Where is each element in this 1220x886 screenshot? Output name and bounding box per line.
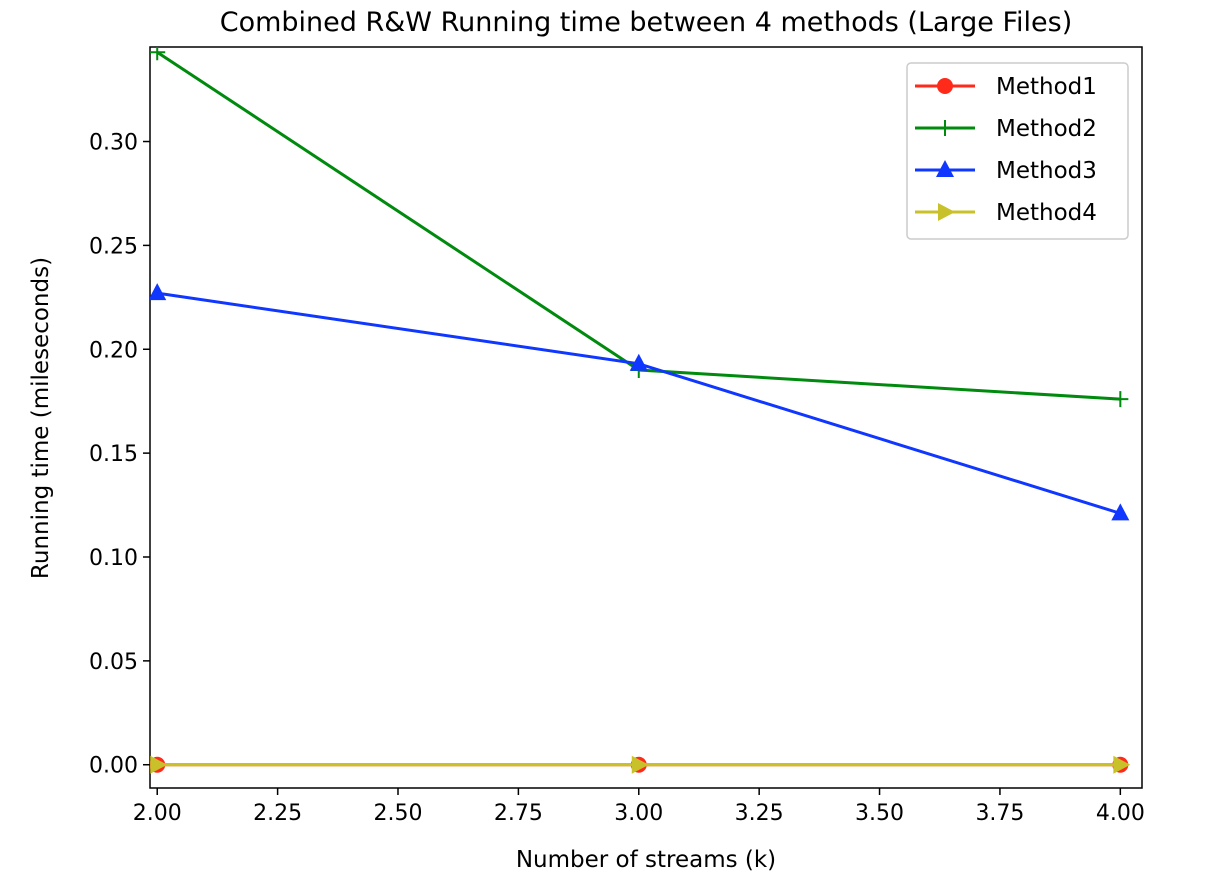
data-point — [150, 47, 166, 61]
x-tick-label: 2.00 — [133, 801, 182, 826]
legend: Method1 Method2 Method3 Method4 — [906, 62, 1129, 240]
legend-entry: Method2 — [915, 116, 1097, 142]
x-tick-label: 2.50 — [374, 801, 423, 826]
y-tick-label: 0.30 — [89, 131, 138, 156]
y-tick-label: 0.20 — [89, 338, 138, 363]
data-point — [1113, 755, 1131, 774]
chart-title: Combined R&W Running time between 4 meth… — [220, 7, 1073, 38]
x-tick-label: 3.25 — [735, 801, 784, 826]
x-tick-label: 4.00 — [1096, 801, 1145, 826]
legend-label: Method4 — [996, 200, 1097, 226]
legend-label: Method3 — [996, 158, 1097, 184]
plot-area-frame — [149, 46, 1143, 789]
series-method3 — [150, 283, 1130, 521]
legend-label: Method2 — [996, 116, 1097, 142]
x-tick-label: 2.25 — [253, 801, 302, 826]
y-tick-label: 0.05 — [89, 650, 138, 675]
data-point — [629, 353, 648, 371]
legend-marker — [938, 203, 955, 221]
y-tick-label: 0.00 — [89, 754, 138, 779]
y-tick-label: 0.25 — [89, 234, 138, 259]
legend-marker — [936, 160, 954, 177]
legend-marker — [937, 120, 953, 136]
legend-entry: Method3 — [915, 158, 1097, 184]
data-point — [1111, 503, 1130, 521]
y-axis: 0.00 0.05 0.10 0.15 0.20 0.25 0.30 — [89, 131, 150, 779]
data-point — [150, 755, 168, 774]
series-method4 — [150, 755, 1131, 774]
y-tick-label: 0.15 — [89, 442, 138, 467]
legend-label: Method1 — [996, 74, 1097, 100]
data-point — [150, 283, 167, 301]
x-tick-label: 3.00 — [614, 801, 663, 826]
x-axis: 2.00 2.25 2.50 2.75 3.00 3.25 3.50 3.75 4.00 — [133, 788, 1145, 826]
x-tick-label: 3.75 — [975, 801, 1024, 826]
y-axis-label: Running time (mileseconds) — [28, 257, 54, 579]
x-tick-label: 2.75 — [494, 801, 543, 826]
y-tick-label: 0.10 — [89, 546, 138, 571]
x-axis-label: Number of streams (k) — [516, 847, 776, 873]
series-layer — [150, 47, 1131, 774]
legend-box — [906, 62, 1129, 240]
data-point — [1112, 391, 1129, 408]
series-line — [157, 291, 1121, 515]
legend-entry: Method4 — [915, 200, 1097, 226]
x-tick-label: 3.50 — [855, 801, 904, 826]
legend-marker — [937, 78, 953, 94]
legend-entry: Method1 — [915, 74, 1097, 100]
data-point — [631, 755, 649, 774]
